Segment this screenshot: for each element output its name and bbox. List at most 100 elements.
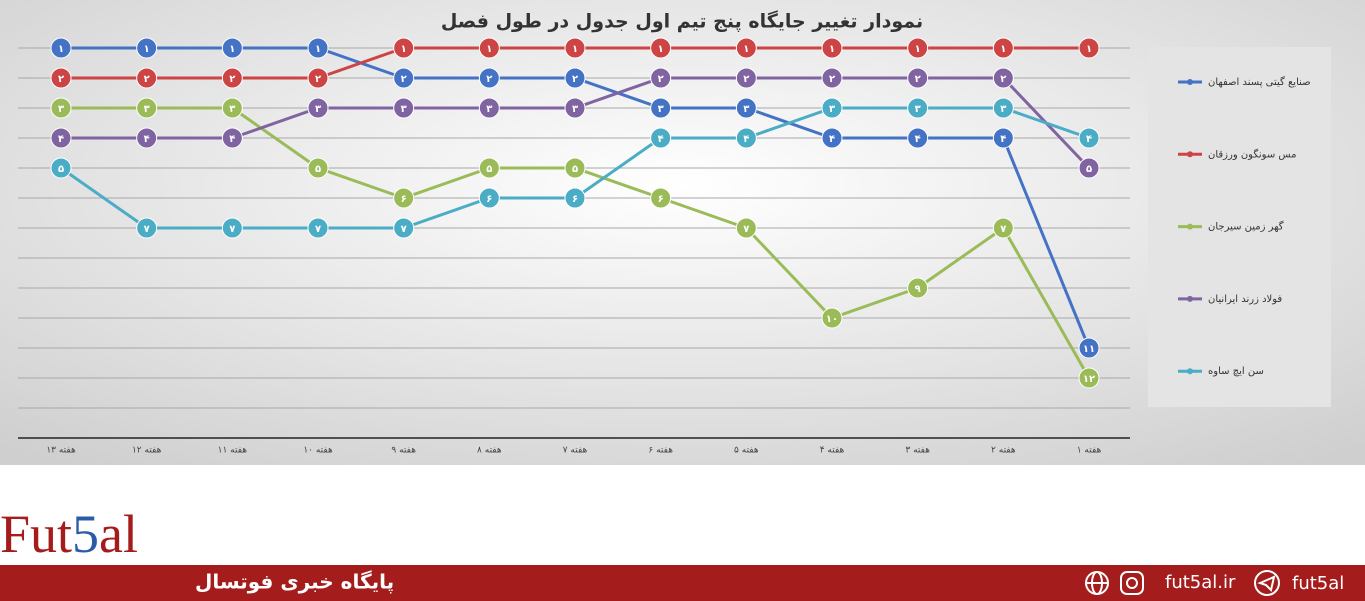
point-label: ۳ — [144, 104, 150, 115]
point-label: ۷ — [229, 224, 235, 235]
x-tick-label: هفته ۳ — [905, 446, 930, 456]
x-tick-label: هفته ۶ — [648, 446, 673, 456]
point-label: ۱ — [572, 44, 578, 55]
point-label: ۷ — [401, 224, 407, 235]
point-marker — [50, 157, 72, 179]
point-marker — [907, 97, 929, 119]
point-label: ۵ — [315, 164, 321, 175]
point-marker — [992, 217, 1014, 239]
x-tick-label: هفته ۱۰ — [303, 446, 333, 456]
point-marker — [1078, 337, 1100, 359]
point-label: ۳ — [1000, 104, 1006, 115]
point-marker — [564, 97, 586, 119]
point-marker — [907, 127, 929, 149]
point-label: ۱ — [915, 44, 921, 55]
point-label: ۳ — [572, 104, 578, 115]
point-label: ۳ — [229, 104, 235, 115]
point-marker — [1078, 127, 1100, 149]
legend-label: صنایع گیتی پسند اصفهان — [1208, 76, 1311, 88]
point-label: ۵ — [1086, 164, 1092, 175]
website: fut5al.ir — [1165, 572, 1236, 593]
point-label: ۱ — [229, 44, 235, 55]
point-marker — [307, 97, 329, 119]
point-marker — [821, 307, 843, 329]
point-marker — [821, 127, 843, 149]
point-marker — [478, 187, 500, 209]
point-marker — [221, 67, 243, 89]
x-tick-label: هفته ۲ — [991, 446, 1016, 456]
point-marker — [735, 67, 757, 89]
point-marker — [307, 67, 329, 89]
point-marker — [393, 97, 415, 119]
point-label: ۲ — [829, 74, 835, 85]
point-label: ۴ — [1086, 134, 1092, 145]
point-label: ۴ — [743, 134, 749, 145]
point-marker — [735, 217, 757, 239]
point-label: ۷ — [144, 224, 150, 235]
point-label: ۲ — [401, 74, 407, 85]
point-marker — [221, 127, 243, 149]
legend-marker — [1187, 151, 1193, 158]
point-marker — [136, 67, 158, 89]
point-label: ۲ — [658, 74, 664, 85]
point-label: ۷ — [1000, 224, 1006, 235]
point-marker — [1078, 37, 1100, 59]
point-marker — [564, 187, 586, 209]
x-tick-label: هفته ۷ — [563, 446, 588, 456]
point-marker — [307, 37, 329, 59]
point-marker — [821, 67, 843, 89]
point-marker — [478, 97, 500, 119]
legend-marker — [1187, 223, 1193, 230]
telegram: fut5al — [1292, 573, 1344, 594]
point-label: ۱ — [144, 44, 150, 55]
point-label: ۲ — [486, 74, 492, 85]
point-label: ۱ — [658, 44, 664, 55]
point-marker — [478, 157, 500, 179]
x-tick-label: هفته ۵ — [734, 446, 759, 456]
point-label: ۱ — [829, 44, 835, 55]
point-marker — [1078, 157, 1100, 179]
point-marker — [735, 97, 757, 119]
point-marker — [564, 37, 586, 59]
point-label: ۳ — [486, 104, 492, 115]
point-marker — [650, 67, 672, 89]
point-label: ۴ — [658, 134, 664, 145]
point-marker — [992, 37, 1014, 59]
x-tick-label: هفته ۱۲ — [132, 446, 162, 456]
legend-label: گهر زمین سیرجان — [1208, 221, 1284, 233]
x-tick-label: هفته ۹ — [391, 446, 416, 456]
point-label: ۱ — [315, 44, 321, 55]
point-marker — [393, 217, 415, 239]
point-marker — [307, 217, 329, 239]
legend-marker — [1187, 368, 1193, 375]
point-label: ۱ — [486, 44, 492, 55]
point-label: ۲ — [229, 74, 235, 85]
point-marker — [650, 187, 672, 209]
point-label: ۴ — [829, 134, 835, 145]
point-marker — [650, 97, 672, 119]
point-label: ۶ — [401, 194, 407, 205]
legend-label: سن ایچ ساوه — [1208, 366, 1264, 377]
point-marker — [564, 157, 586, 179]
point-label: ۲ — [572, 74, 578, 85]
legend-label: فولاد زرند ایرانیان — [1208, 294, 1282, 305]
plot: هفته ۱۳ هفته ۱۲ هفته ۱۱ هفته ۱۰ هفته ۹ هفته ۸… — [18, 37, 1311, 456]
point-label: ۱۱ — [1083, 344, 1095, 355]
point-marker — [221, 217, 243, 239]
point-marker — [50, 127, 72, 149]
point-marker — [907, 37, 929, 59]
point-marker — [50, 97, 72, 119]
point-marker — [907, 67, 929, 89]
point-marker — [650, 127, 672, 149]
point-marker — [992, 67, 1014, 89]
point-label: ۳ — [743, 104, 749, 115]
point-marker — [907, 277, 929, 299]
point-marker — [136, 127, 158, 149]
point-marker — [650, 37, 672, 59]
point-marker — [136, 97, 158, 119]
point-marker — [136, 37, 158, 59]
x-tick-label: هفته ۸ — [477, 446, 502, 456]
point-label: ۴ — [58, 134, 64, 145]
tagline: پایگاه خبری فوتسال — [195, 570, 394, 595]
